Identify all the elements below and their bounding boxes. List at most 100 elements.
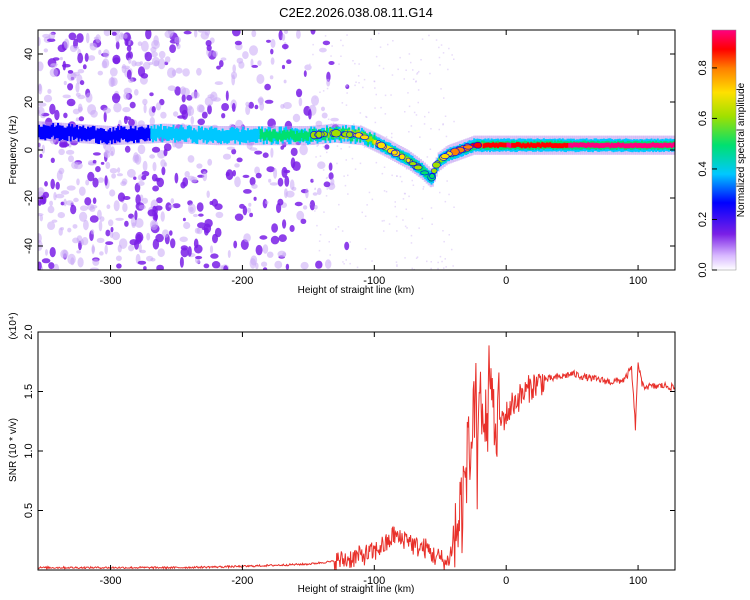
ridge-cell [69, 128, 72, 134]
spectrogram-noise-blob [161, 166, 166, 176]
ridge-cell [281, 130, 284, 136]
spectrogram-noise-blob [77, 257, 84, 268]
spectrogram-noise-blob [298, 97, 303, 107]
spectrogram-noise-blob [291, 186, 297, 191]
snr-frame [37, 331, 676, 571]
spectrogram-speckle [379, 46, 382, 48]
ridge-blob [432, 161, 441, 169]
ridge-cell [194, 134, 197, 140]
spectrogram-noise-blob [173, 111, 179, 117]
ridge-cell [207, 132, 210, 141]
ridge-cell [283, 129, 286, 139]
ridge-cell [530, 142, 533, 148]
spectrogram-noise-blob [310, 30, 316, 35]
ridge-cell [169, 131, 172, 136]
ridge-cell [117, 126, 120, 139]
spectrogram-speckle [319, 91, 321, 93]
ridge-cell [509, 143, 512, 149]
spectrogram-noise-blob [273, 167, 278, 179]
spectrogram-noise-blob [177, 115, 186, 119]
ridge-cell [87, 134, 90, 140]
spectrogram-noise-blob [183, 30, 192, 35]
spectrogram-noise-blob [38, 36, 41, 47]
spectrogram-noise-blob [197, 118, 205, 126]
ridge-cell [155, 130, 158, 140]
colorbar-tick-label: 0.2 [697, 212, 709, 227]
spectrogram-speckle [374, 121, 377, 124]
spectrogram-speckle [429, 72, 431, 75]
spectrogram-noise-blob [281, 43, 289, 50]
ridge-cell [307, 135, 309, 141]
ridge-cell [106, 131, 109, 140]
ridge-cell [216, 136, 219, 141]
spectrogram-noise-blob [194, 244, 203, 254]
spectrogram-noise-blob [190, 116, 195, 125]
spectrogram-noise-blob [232, 30, 241, 37]
spectrogram-noise-blob [152, 161, 157, 172]
spectrogram-speckle [396, 265, 398, 267]
ridge-cell [538, 142, 541, 148]
spectrogram-speckle [441, 260, 443, 263]
spectrogram-noise-blob [89, 215, 99, 223]
ridge-cell [300, 130, 303, 136]
spectrogram-speckle [357, 75, 360, 77]
spectrogram-speckle [374, 107, 376, 109]
ridge-cell [552, 143, 555, 149]
spectrogram-noise-blob [283, 30, 289, 34]
spectrogram-noise-blob [95, 34, 101, 44]
spectrogram-speckle [416, 73, 418, 75]
ridge-cell [623, 143, 626, 149]
spectrogram-noise-blob [137, 260, 147, 265]
ridge-cell [671, 143, 673, 149]
ridge-cell [189, 134, 192, 140]
spectrogram-speckle [373, 80, 376, 83]
spectrogram-speckle [430, 207, 433, 209]
ridge-cell [153, 124, 156, 138]
spectrogram-noise-blob [137, 144, 146, 155]
ridge-cell [284, 133, 287, 139]
spectrogram-noise-blob [160, 211, 165, 222]
spectrogram-speckle [328, 261, 330, 264]
spectrogram-noise-blob [219, 60, 224, 68]
ridge-cell [500, 142, 503, 148]
ridge-cell [69, 129, 72, 142]
spectrogram-noise-blob [92, 258, 100, 266]
spectrogram-noise-blob [129, 101, 136, 109]
spectrogram-noise-blob [309, 200, 316, 211]
ridge-cell [371, 138, 374, 144]
spectrogram-noise-blob [197, 222, 206, 229]
ridge-cell [599, 143, 602, 148]
spectrogram-noise-blob [282, 219, 287, 229]
spectrogram-speckle [317, 144, 319, 146]
spectrogram-speckle [446, 180, 448, 182]
ridge-cell [137, 130, 140, 143]
spectrogram-speckle [412, 184, 415, 186]
ridge-cell [53, 128, 56, 137]
spectrogram-speckle [444, 115, 447, 117]
spectrogram-noise-blob [253, 196, 257, 201]
spectrogram-speckle [439, 64, 441, 66]
spectrogram-noise-blob [124, 220, 129, 227]
ridge-cell [114, 133, 116, 142]
spectrogram-speckle [439, 255, 442, 258]
y-tick-label: 40 [23, 48, 35, 60]
spectrogram-noise-blob [179, 236, 188, 243]
spectrogram-noise-blob [48, 32, 56, 40]
spectrogram-noise-blob [152, 205, 157, 213]
spectrogram-noise-blob [135, 194, 141, 206]
ridge-cell [523, 143, 526, 149]
ridge-blob [376, 141, 386, 149]
ridge-cell [617, 142, 620, 147]
ridge-cell [80, 126, 83, 135]
spectrogram-noise-blob [115, 41, 120, 50]
spectrogram-noise-blob [296, 30, 301, 39]
ridge-cell [204, 131, 207, 137]
spectrogram-speckle [340, 39, 342, 42]
ridge-cell [579, 142, 582, 147]
spectrogram-noise-blob [97, 209, 102, 220]
ridge-cell [644, 142, 647, 148]
spectrogram-noise-blob [77, 52, 84, 64]
ridge-cell [131, 133, 134, 142]
spectrogram-noise-blob [111, 173, 116, 179]
ridge-cell [102, 129, 105, 135]
